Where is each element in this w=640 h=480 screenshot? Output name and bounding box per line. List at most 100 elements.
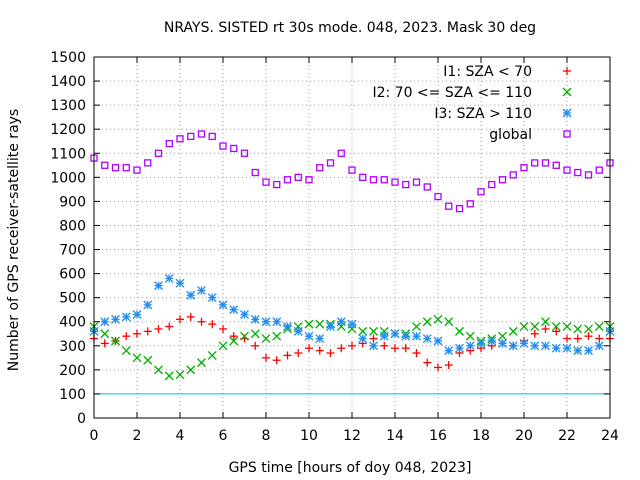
data-point bbox=[422, 317, 432, 327]
y-tick-label: 200 bbox=[59, 363, 86, 379]
data-point bbox=[122, 332, 131, 341]
data-point bbox=[283, 322, 292, 332]
data-point bbox=[186, 290, 196, 300]
x-tick-label: 20 bbox=[515, 428, 533, 444]
data-point bbox=[336, 317, 346, 327]
data-point bbox=[531, 159, 539, 167]
data-point bbox=[391, 344, 399, 353]
data-point bbox=[423, 183, 431, 191]
x-tick-label: 12 bbox=[343, 428, 361, 444]
x-tick-label: 8 bbox=[262, 428, 271, 444]
data-point bbox=[444, 361, 453, 370]
data-point bbox=[369, 334, 378, 343]
y-tick-label: 500 bbox=[59, 291, 86, 307]
data-point bbox=[283, 176, 292, 184]
data-point bbox=[218, 341, 228, 351]
data-point bbox=[262, 178, 270, 186]
data-point bbox=[144, 159, 152, 167]
data-point bbox=[401, 344, 410, 353]
data-point bbox=[143, 355, 153, 365]
data-point bbox=[154, 324, 163, 333]
data-point bbox=[477, 188, 485, 196]
data-point bbox=[574, 168, 582, 177]
y-tick-label: 1100 bbox=[50, 146, 86, 162]
data-point bbox=[541, 341, 550, 351]
data-point bbox=[552, 327, 561, 336]
data-point bbox=[133, 166, 141, 174]
data-point bbox=[111, 314, 120, 324]
data-point bbox=[541, 159, 550, 167]
data-point bbox=[186, 365, 196, 375]
data-point bbox=[175, 370, 185, 380]
data-point bbox=[143, 327, 152, 336]
y-tick-label: 300 bbox=[59, 339, 86, 355]
data-point bbox=[422, 334, 432, 344]
data-point bbox=[121, 346, 131, 356]
x-tick-label: 24 bbox=[601, 428, 619, 444]
y-tick-label: 0 bbox=[77, 411, 86, 427]
data-point bbox=[444, 317, 454, 327]
data-point bbox=[315, 319, 325, 329]
legend-label: I3: SZA > 110 bbox=[434, 106, 532, 122]
data-point bbox=[347, 319, 357, 329]
data-point bbox=[584, 346, 593, 356]
legend-marker bbox=[563, 130, 571, 138]
data-point bbox=[187, 132, 195, 141]
y-tick-label: 1500 bbox=[50, 50, 86, 66]
data-point bbox=[390, 329, 400, 339]
x-tick-label: 4 bbox=[176, 428, 185, 444]
data-point bbox=[379, 331, 389, 341]
data-point bbox=[412, 349, 421, 358]
series-1 bbox=[89, 314, 615, 381]
data-point bbox=[530, 341, 540, 351]
data-point bbox=[369, 176, 378, 184]
data-point bbox=[369, 341, 378, 351]
x-tick-label: 14 bbox=[386, 428, 404, 444]
data-point bbox=[326, 159, 335, 167]
data-point bbox=[154, 365, 163, 375]
series-3 bbox=[90, 130, 614, 213]
data-point bbox=[132, 310, 142, 319]
data-point bbox=[562, 343, 572, 353]
data-point bbox=[380, 341, 389, 350]
data-point bbox=[519, 322, 529, 332]
data-point bbox=[251, 168, 259, 177]
data-point bbox=[359, 173, 367, 181]
y-tick-label: 1300 bbox=[50, 98, 86, 114]
data-point bbox=[412, 322, 421, 332]
data-point bbox=[391, 178, 399, 186]
data-point bbox=[229, 305, 239, 315]
data-point bbox=[433, 314, 443, 324]
data-point bbox=[229, 336, 239, 346]
data-point bbox=[207, 350, 217, 360]
data-point bbox=[250, 329, 260, 339]
data-point bbox=[316, 164, 324, 172]
data-point bbox=[208, 320, 217, 329]
data-point bbox=[401, 331, 411, 341]
legend: I1: SZA < 70 I2: 70 <= SZA <= 110 I3: SZA … bbox=[372, 64, 572, 143]
data-point bbox=[197, 285, 206, 295]
data-point bbox=[423, 358, 432, 367]
data-point bbox=[412, 331, 421, 341]
data-point bbox=[219, 142, 227, 150]
data-point bbox=[348, 341, 356, 350]
data-point bbox=[498, 331, 507, 341]
data-point bbox=[337, 149, 345, 157]
data-point bbox=[197, 317, 206, 326]
legend-marker bbox=[562, 87, 572, 97]
data-point bbox=[176, 135, 184, 143]
y-tick-label: 400 bbox=[59, 315, 86, 331]
y-tick-label: 1200 bbox=[50, 122, 86, 138]
data-point bbox=[230, 144, 238, 153]
data-point bbox=[240, 149, 249, 157]
data-point bbox=[455, 326, 464, 336]
data-point bbox=[197, 130, 206, 138]
data-point bbox=[348, 166, 356, 174]
x-tick-label: 18 bbox=[472, 428, 490, 444]
data-point bbox=[584, 332, 593, 341]
data-point bbox=[594, 341, 604, 351]
x-tick-label: 16 bbox=[429, 428, 447, 444]
data-point bbox=[164, 273, 174, 283]
data-point bbox=[121, 312, 131, 322]
data-point bbox=[573, 334, 582, 343]
